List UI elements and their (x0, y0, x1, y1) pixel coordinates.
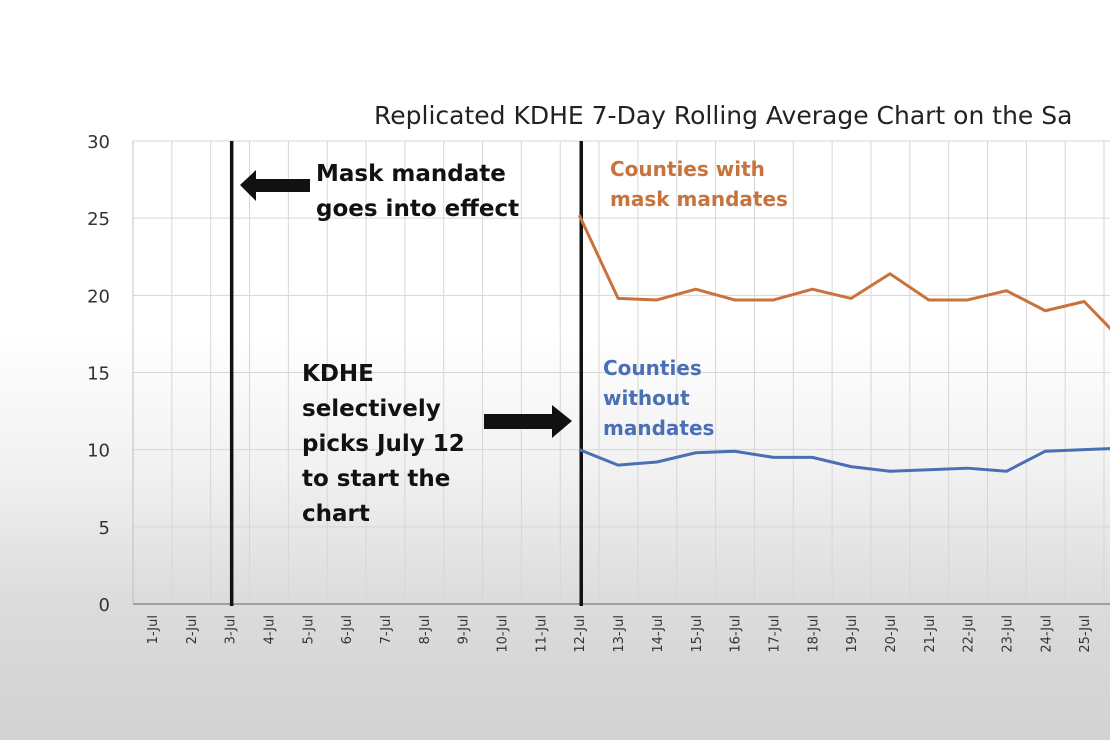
annotations: Counties with mask mandates Counties withou… (240, 157, 788, 527)
x-tick-label: 17-Jul (767, 615, 782, 653)
y-tick-label: 15 (87, 364, 110, 385)
y-tick-label: 0 (99, 595, 110, 616)
y-tick-label: 30 (87, 132, 110, 153)
x-tick-label: 10-Jul (496, 615, 511, 653)
x-tick-label: 16-Jul (729, 615, 744, 653)
left-arrow-icon (240, 170, 310, 201)
marker-annotation: to start the (302, 466, 450, 492)
x-tick-label: 25-Jul (1078, 615, 1093, 653)
marker-annotation: KDHE (302, 361, 374, 387)
series-line (578, 447, 1110, 473)
x-tick-label: 9-Jul (457, 615, 472, 644)
y-tick-label: 20 (87, 286, 110, 307)
marker-annotation: selectively (302, 396, 441, 422)
y-tick-label: 5 (99, 518, 110, 539)
x-tick-label: 4-Jul (263, 615, 278, 644)
x-tick-label: 1-Jul (146, 615, 161, 644)
grid (132, 140, 1110, 604)
series-label: Counties with (610, 157, 765, 181)
right-arrow-icon (484, 405, 572, 438)
x-tick-label: 21-Jul (923, 615, 938, 653)
chart-title: Replicated KDHE 7-Day Rolling Average Ch… (374, 101, 1072, 130)
x-tick-label: 2-Jul (185, 615, 200, 644)
x-tick-label: 6-Jul (340, 615, 355, 644)
x-tick-label: 15-Jul (690, 615, 705, 653)
marker-annotation: Mask mandate (316, 161, 506, 187)
series-label: Counties (603, 356, 702, 380)
x-tick-label: 5-Jul (301, 615, 316, 644)
marker-annotation: picks July 12 (302, 431, 465, 457)
x-tick-label: 8-Jul (418, 615, 433, 644)
x-tick-label: 19-Jul (845, 615, 860, 653)
x-tick-label: 14-Jul (651, 615, 666, 653)
x-tick-label: 20-Jul (884, 615, 899, 653)
x-tick-label: 7-Jul (379, 615, 394, 644)
axes: 0 5 10 15 20 25 30 1-Jul 2-Jul 3-Jul 4-Jul 5-Jul 6-J… (87, 132, 1110, 653)
x-tick-label: 24-Jul (1039, 615, 1054, 653)
series (577, 214, 1110, 473)
series-label: mask mandates (610, 187, 788, 211)
y-tick-label: 25 (87, 209, 110, 230)
x-tick-label: 13-Jul (612, 615, 627, 653)
x-tick-label: 11-Jul (534, 615, 549, 653)
x-tick-label: 12-Jul (573, 615, 588, 653)
series-line (577, 214, 1110, 331)
x-tick-label: 18-Jul (806, 615, 821, 653)
series-label: without (603, 386, 690, 410)
x-tick-label: 22-Jul (962, 615, 977, 653)
x-tick-label: 3-Jul (224, 615, 239, 644)
y-tick-label: 10 (87, 441, 110, 462)
x-tick-label: 23-Jul (1000, 615, 1015, 653)
series-label: mandates (603, 416, 714, 440)
marker-annotation: goes into effect (316, 196, 519, 222)
marker-annotation: chart (302, 501, 370, 527)
